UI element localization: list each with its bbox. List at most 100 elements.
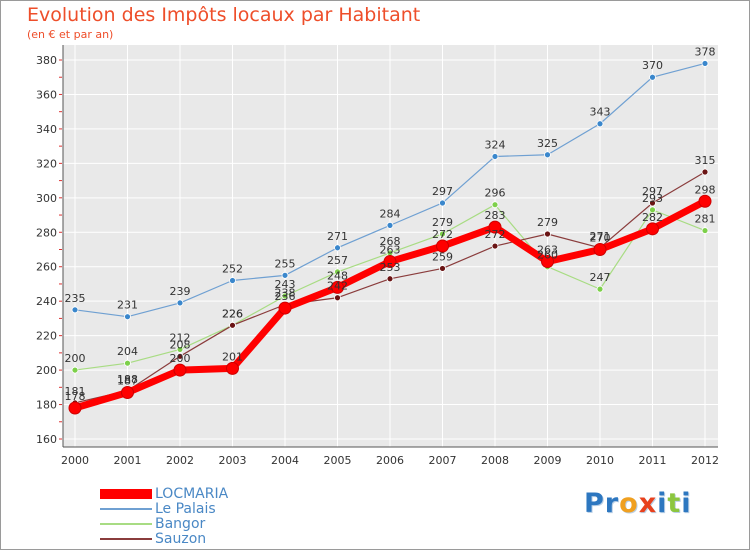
data-point [71,366,79,374]
data-label: 263 [380,244,401,257]
data-point [176,299,184,307]
legend-item-bangor: Bangor [100,516,300,532]
data-point [593,243,607,256]
data-point [596,120,604,128]
data-label: 178 [65,390,86,403]
data-label: 343 [590,106,611,119]
chart-title: Evolution des Impôts locaux par Habitant [27,4,421,26]
data-point [436,239,449,253]
data-label: 201 [222,350,243,363]
data-label: 271 [327,230,348,243]
data-point [701,227,709,234]
data-point [176,352,184,360]
data-label: 272 [432,228,453,241]
data-point [491,242,499,250]
legend-swatch-locmaria [100,489,152,499]
data-label: 296 [485,187,506,200]
y-tick-label: 380 [36,54,57,67]
y-tick-label: 320 [36,157,57,170]
x-tick-label: 2008 [481,454,509,467]
y-tick-label: 160 [36,433,57,446]
data-point [701,60,709,67]
data-point [596,285,604,293]
data-point [541,255,554,269]
data-point [439,230,446,238]
data-point [229,277,236,284]
data-label: 204 [117,345,138,358]
data-point [124,313,131,321]
data-label: 268 [380,235,401,248]
data-point [439,199,446,207]
data-point [544,230,551,238]
data-label: 284 [380,207,401,220]
legend-swatch-bangor [100,523,152,525]
x-tick-label: 2000 [61,454,89,467]
legend-label-le-palais: Le Palais [155,501,216,517]
y-tick-label: 300 [36,192,57,205]
data-label: 231 [117,299,138,312]
x-tick-label: 2002 [166,454,194,467]
data-label: 200 [65,352,86,365]
x-tick-label: 2009 [534,454,562,467]
data-point [701,168,709,176]
data-point [491,201,499,209]
data-label: 247 [590,271,611,284]
logo-letter: x [638,488,658,519]
data-point [439,265,446,272]
y-tick-label: 200 [36,364,57,377]
y-tick-label: 260 [36,261,57,274]
data-label: 181 [65,385,86,398]
data-label: 325 [537,137,558,150]
data-label: 263 [537,244,558,257]
y-tick-label: 360 [36,88,57,101]
legend: LOCMARIA Le Palais Bangor Sauzon [100,486,300,547]
data-label: 283 [485,209,506,222]
data-label: 226 [222,307,243,320]
legend-item-le-palais: Le Palais [100,501,300,517]
data-label: 298 [695,183,716,196]
x-tick-label: 2012 [691,454,719,467]
data-point [229,321,236,329]
data-point [383,255,397,269]
x-tick-label: 2001 [114,454,142,467]
data-label: 248 [327,269,348,282]
data-label: 255 [275,257,296,270]
data-label: 238 [275,287,296,300]
data-label: 226 [222,307,243,320]
data-point [176,346,184,353]
x-tick-label: 2004 [271,454,299,467]
data-label: 260 [537,249,558,262]
legend-label-bangor: Bangor [155,516,206,532]
data-label: 293 [642,192,663,205]
legend-label-sauzon: Sauzon [155,531,207,547]
x-tick-label: 2010 [586,454,614,467]
legend-swatch-sauzon [100,538,152,540]
data-point [68,401,82,415]
data-point [281,271,289,279]
data-label: 212 [170,331,191,344]
logo-letter: t [667,488,682,519]
y-tick-label: 220 [36,330,57,343]
data-point [386,221,394,229]
logo-letter: P [584,488,605,519]
data-label: 315 [695,154,716,167]
data-label: 279 [432,216,453,229]
data-point [278,301,292,315]
data-point [71,306,79,314]
data-point [226,361,239,375]
proxiti-logo: Proxiti [584,488,692,519]
chart-subtitle: (en € et par an) [27,28,114,41]
legend-item-sauzon: Sauzon [100,531,300,547]
data-point [649,199,656,207]
data-point [491,153,499,160]
data-label: 187 [117,374,138,387]
data-label: 279 [537,216,558,229]
data-point [173,363,187,377]
legend-item-locmaria: LOCMARIA [100,486,300,502]
data-label: 253 [380,261,401,274]
x-tick-label: 2003 [219,454,247,467]
data-point [281,292,289,300]
data-point [331,280,344,294]
logo-letter: r [604,488,620,519]
y-tick-label: 240 [36,295,57,308]
